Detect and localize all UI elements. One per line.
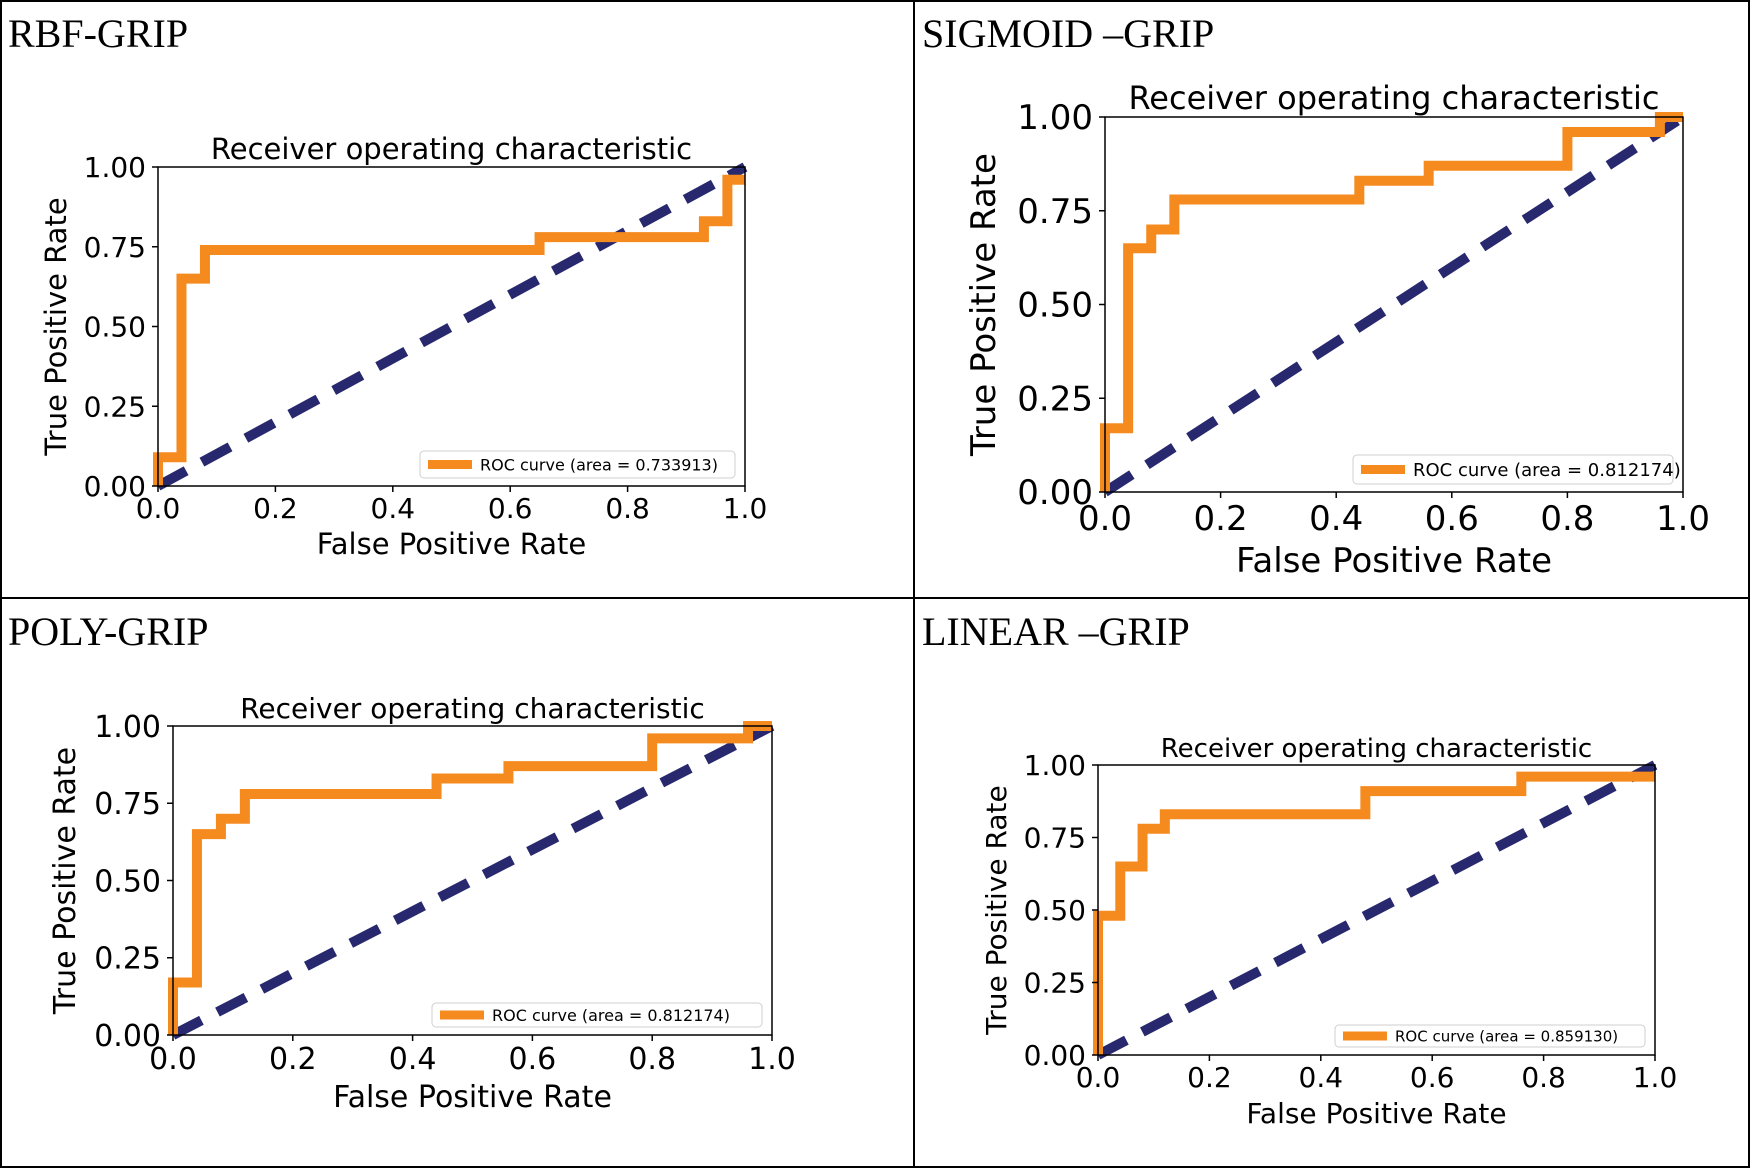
- chart-1-y-axis-label: True Positive Rate: [964, 153, 1004, 457]
- chart-1-x-axis-label: False Positive Rate: [1236, 541, 1552, 581]
- chart-1-y-tick-label: 0.50: [1017, 286, 1093, 326]
- chart-3-legend-label: ROC curve (area = 0.859130): [1395, 1027, 1618, 1045]
- chart-1-x-tick-label: 0.2: [1194, 499, 1248, 539]
- chart-2-legend-label: ROC curve (area = 0.812174): [492, 1006, 730, 1025]
- chart-3-y-tick-label: 0.50: [1024, 894, 1086, 927]
- chart-1-x-tick-label: 0.6: [1425, 499, 1479, 539]
- chart-0-x-axis-label: False Positive Rate: [317, 527, 587, 561]
- chart-2-y-axis-label: True Positive Rate: [48, 747, 83, 1015]
- chart-3-x-tick-label: 1.0: [1633, 1061, 1678, 1094]
- chart-3-y-tick-label: 0.00: [1024, 1039, 1086, 1072]
- chart-2-legend-box: [431, 1002, 763, 1028]
- chart-0-title: Receiver operating characteristic: [211, 132, 692, 166]
- chart-3-roc-line: [1093, 771, 1655, 1055]
- chart-2-y-tick-label: 0.00: [94, 1019, 161, 1054]
- chart-0-diagonal-line: [155, 162, 748, 491]
- chart-0-legend-label: ROC curve (area = 0.733913): [480, 455, 718, 474]
- chart-2-x-tick-label: 0.8: [628, 1042, 676, 1077]
- chart-2-x-axis-label: False Positive Rate: [333, 1080, 612, 1115]
- chart-2-roc-line: [168, 721, 772, 1035]
- chart-1-y-tick-label: 0.00: [1017, 473, 1093, 513]
- chart-3-x-tick-label: 0.0: [1076, 1061, 1121, 1094]
- chart-2-x-tick-label: 0.0: [149, 1042, 197, 1077]
- chart-3-y-tick-label: 1.00: [1024, 749, 1086, 782]
- chart-3-y-tick-label: 0.25: [1024, 967, 1086, 1000]
- chart-2-y-tick-label: 1.00: [94, 710, 161, 745]
- chart-3-x-axis-label: False Positive Rate: [1246, 1097, 1506, 1130]
- chart-2-x-tick-label: 0.2: [269, 1042, 317, 1077]
- chart-0-x-tick-label: 0.0: [136, 492, 181, 525]
- chart-1-x-tick-label: 0.8: [1540, 499, 1594, 539]
- panel-label-linear: LINEAR –GRIP: [922, 609, 1190, 654]
- chart-3-x-tick-label: 0.2: [1187, 1061, 1232, 1094]
- chart-3-x-tick-label: 0.4: [1299, 1061, 1344, 1094]
- chart-0-x-tick-label: 0.8: [605, 492, 650, 525]
- chart-1-x-tick-label: 1.0: [1656, 499, 1710, 539]
- chart-2-y-tick-label: 0.50: [94, 864, 161, 899]
- chart-3-legend-box: [1334, 1024, 1646, 1048]
- chart-1-legend-label: ROC curve (area = 0.812174): [1413, 460, 1681, 481]
- chart-2-x-tick-label: 0.6: [509, 1042, 557, 1077]
- panel-label-sigmoid: SIGMOID –GRIP: [922, 11, 1215, 56]
- chart-2-x-tick-label: 1.0: [748, 1042, 796, 1077]
- chart-0-y-tick-label: 0.50: [84, 311, 146, 344]
- panel-label-poly: POLY-GRIP: [8, 609, 209, 654]
- chart-1-diagonal-line: [1102, 112, 1686, 497]
- panel-divider-horizontal: [0, 597, 1750, 599]
- chart-0-roc-line: [153, 174, 745, 486]
- chart-2-title: Receiver operating characteristic: [240, 692, 705, 725]
- chart-2-y-tick-label: 0.25: [94, 942, 161, 977]
- chart-3-x-tick-label: 0.8: [1521, 1061, 1566, 1094]
- chart-1-roc-line: [1100, 112, 1683, 492]
- chart-1-x-tick-label: 0.4: [1309, 499, 1363, 539]
- chart-0-x-tick-label: 0.6: [488, 492, 533, 525]
- chart-1-y-tick-label: 0.25: [1017, 379, 1093, 419]
- chart-3-y-axis-label: True Positive Rate: [980, 785, 1013, 1035]
- chart-0-x-tick-label: 0.4: [371, 492, 416, 525]
- chart-0-y-tick-label: 0.00: [84, 470, 146, 503]
- chart-0-y-tick-label: 1.00: [84, 151, 146, 184]
- chart-3-title: Receiver operating characteristic: [1161, 734, 1592, 764]
- chart-3-x-tick-label: 0.6: [1410, 1061, 1455, 1094]
- chart-1-legend-box: [1352, 454, 1674, 485]
- chart-1-title: Receiver operating characteristic: [1129, 79, 1660, 117]
- panel-divider-vertical: [913, 0, 915, 1168]
- chart-1-x-tick-label: 0.0: [1078, 499, 1132, 539]
- chart-0-y-axis-label: True Positive Rate: [39, 197, 73, 456]
- chart-0-x-tick-label: 0.2: [253, 492, 298, 525]
- chart-3-y-tick-label: 0.75: [1024, 822, 1086, 855]
- chart-2-y-tick-label: 0.75: [94, 787, 161, 822]
- chart-1-y-tick-label: 1.00: [1017, 98, 1093, 138]
- panel-label-rbf: RBF-GRIP: [8, 11, 189, 56]
- chart-2-x-tick-label: 0.4: [389, 1042, 437, 1077]
- chart-1-y-tick-label: 0.75: [1017, 192, 1093, 232]
- chart-3-diagonal-line: [1095, 760, 1658, 1060]
- chart-0-y-tick-label: 0.75: [84, 231, 146, 264]
- chart-2-diagonal-line: [170, 721, 775, 1040]
- chart-0-y-tick-label: 0.25: [84, 390, 146, 423]
- chart-0-legend-box: [419, 450, 736, 479]
- chart-0-x-tick-label: 1.0: [723, 492, 768, 525]
